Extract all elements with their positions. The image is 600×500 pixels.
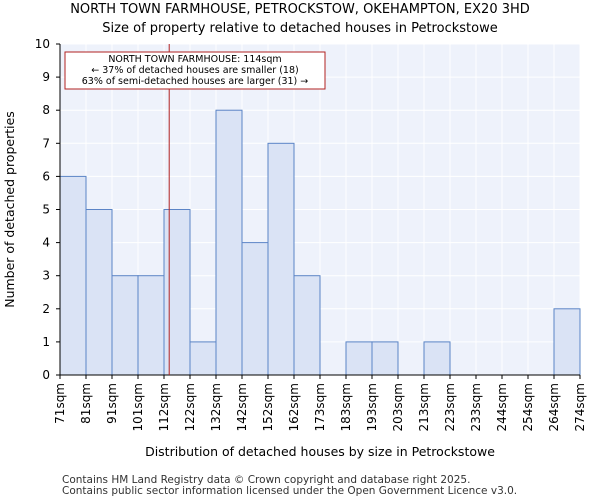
x-axis-label: Distribution of detached houses by size …	[145, 444, 495, 459]
y-tick-label: 8	[42, 103, 50, 117]
x-tick-label: 183sqm	[339, 383, 353, 431]
x-tick-label: 91sqm	[105, 383, 119, 424]
bar-81sqm	[85, 209, 113, 376]
x-tick-label: 71sqm	[53, 383, 67, 424]
bar-213sqm	[423, 341, 451, 376]
bar-162sqm	[293, 275, 321, 376]
x-tick-label: 264sqm	[547, 383, 561, 431]
bar-112sqm	[163, 209, 191, 376]
bar-101sqm	[137, 275, 165, 376]
y-axis-label: Number of detached properties	[2, 111, 17, 308]
bar-chart: 0 1 2 3 4 5 6 7 8 9 10 71sqm 81sqm 91sqm 101sqm 112sqm 1…	[2, 37, 587, 459]
y-tick-label: 5	[42, 203, 50, 217]
chart-subtitle: Size of property relative to detached ho…	[102, 21, 498, 36]
y-tick-label: 1	[42, 335, 50, 349]
x-tick-label: 223sqm	[443, 383, 457, 431]
y-tick-label: 3	[42, 269, 50, 283]
y-tick-label: 2	[42, 302, 50, 316]
bar-264sqm	[553, 308, 581, 376]
footer-licence: Contains public sector information licen…	[62, 485, 518, 497]
bar-91sqm	[111, 275, 139, 376]
y-tick-label: 9	[42, 70, 50, 84]
annotation-line-1: NORTH TOWN FARMHOUSE: 114sqm	[108, 54, 281, 65]
y-tick-label: 0	[42, 368, 50, 382]
x-tick-label: 112sqm	[157, 383, 171, 431]
bar-122sqm	[189, 341, 217, 376]
x-tick-label: 162sqm	[287, 383, 301, 431]
x-tick-label: 274sqm	[573, 383, 587, 431]
bar-142sqm	[241, 242, 269, 376]
footer-copyright: Contains HM Land Registry data © Crown c…	[62, 474, 471, 486]
x-tick-label: 173sqm	[313, 383, 327, 431]
x-tick-label: 203sqm	[391, 383, 405, 431]
bar-183sqm	[345, 341, 373, 376]
y-tick-label: 4	[42, 236, 50, 250]
x-tick-label: 244sqm	[495, 383, 509, 431]
y-tick-label: 7	[42, 136, 50, 150]
x-tick-label: 142sqm	[235, 383, 249, 431]
annotation-box	[64, 51, 326, 90]
x-tick-label: 122sqm	[183, 383, 197, 431]
y-tick-label: 10	[35, 37, 50, 51]
x-tick-label: 152sqm	[261, 383, 275, 431]
chart-title: NORTH TOWN FARMHOUSE, PETROCKSTOW, OKEHA…	[70, 2, 530, 17]
annotation-line-3: 63% of semi-detached houses are larger (…	[82, 76, 309, 87]
x-tick-label: 81sqm	[79, 383, 93, 424]
x-tick-label: 254sqm	[521, 383, 535, 431]
bar-152sqm	[267, 142, 295, 376]
bar-193sqm	[371, 341, 399, 376]
x-tick-label: 132sqm	[209, 383, 223, 431]
annotation-line-2: ← 37% of detached houses are smaller (18…	[91, 65, 298, 76]
y-tick-label: 6	[42, 169, 50, 183]
x-tick-label: 101sqm	[131, 383, 145, 431]
bar-71sqm	[59, 175, 87, 376]
x-tick-label: 193sqm	[365, 383, 379, 431]
x-tick-label: 233sqm	[469, 383, 483, 431]
bar-132sqm	[215, 109, 243, 376]
x-tick-label: 213sqm	[417, 383, 431, 431]
